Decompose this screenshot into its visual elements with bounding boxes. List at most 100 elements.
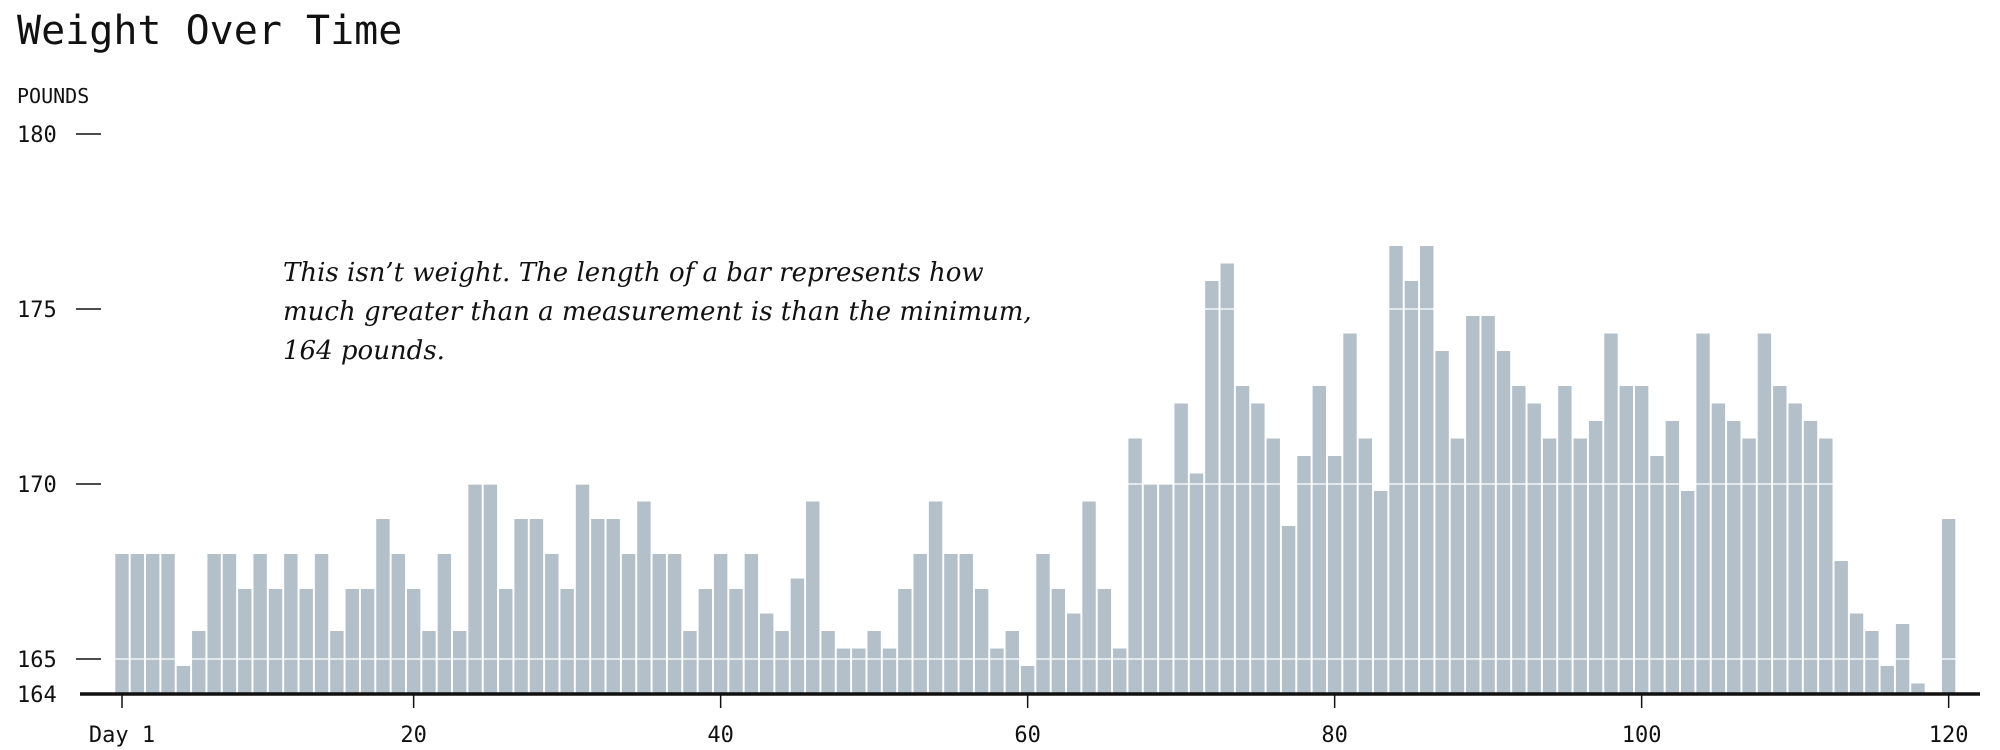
bar-day-110 [1788,403,1802,694]
bar-day-92 [1512,386,1526,694]
bar-day-20 [406,589,421,694]
bar-day-50 [867,631,881,694]
bar-day-78 [1297,456,1311,694]
bar-day-105 [1711,403,1726,694]
bar-day-51 [882,648,897,694]
bar-day-112 [1819,438,1833,694]
chart-annotation: This isn’t weight. The length of a bar r… [283,258,1040,366]
bar-day-111 [1803,421,1818,694]
bar-day-108 [1757,333,1772,694]
bar-day-2 [130,554,145,694]
bar-day-104 [1696,333,1710,694]
bar-day-71 [1189,473,1204,694]
bar-day-58 [990,648,1004,694]
bar-day-36 [652,554,666,694]
x-tick-label-40: 40 [707,723,734,748]
bar-day-95 [1558,386,1572,694]
bar-day-65 [1097,589,1112,694]
bar-day-91 [1496,351,1511,694]
bar-day-69 [1159,484,1173,694]
x-tick-label-80: 80 [1321,723,1348,748]
bar-day-102 [1665,421,1680,694]
bar-day-74 [1235,386,1250,694]
bar-day-100 [1634,386,1649,694]
y-tick-label-175: 175 [17,298,57,323]
bar-day-37 [667,554,682,694]
bar-day-15 [330,631,344,694]
bar-day-116 [1880,666,1894,694]
y-tick-label-164: 164 [17,683,57,708]
bar-day-114 [1849,613,1864,694]
bar-day-8 [222,554,237,694]
bar-day-84 [1389,246,1403,694]
bar-day-72 [1205,281,1219,694]
bar-day-83 [1374,491,1388,694]
bar-day-12 [284,554,298,694]
bar-day-46 [806,501,820,694]
bar-day-61 [1036,554,1050,694]
bar-day-10 [253,554,267,694]
bar-day-113 [1834,561,1848,694]
bar-day-118 [1911,683,1925,694]
bar-day-26 [499,589,513,694]
annotation-line-1: This isn’t weight. The length of a bar r… [283,258,984,288]
bar-day-94 [1542,438,1557,694]
bar-day-14 [314,554,329,694]
bar-day-41 [729,589,743,694]
bar-day-28 [529,519,544,694]
bar-day-88 [1450,438,1465,694]
bar-day-13 [299,589,313,694]
bar-day-56 [959,554,973,694]
y-axis: 180 175 170 165 164 [17,123,101,708]
bar-day-6 [192,631,206,694]
x-tick-label-120: 120 [1929,723,1969,748]
bar-day-29 [545,554,559,694]
bar-day-60 [1020,666,1035,694]
bar-day-73 [1220,263,1234,694]
bar-day-89 [1466,316,1480,694]
bar-day-3 [146,554,160,694]
bar-day-52 [898,589,912,694]
chart-title: Weight Over Time [17,8,402,54]
bar-day-93 [1527,403,1541,694]
bar-day-31 [575,484,590,694]
bar-day-101 [1650,456,1664,694]
bar-day-25 [483,484,498,694]
bar-day-47 [821,631,835,694]
bar-day-85 [1404,281,1419,694]
bar-day-32 [591,519,605,694]
y-axis-unit-label: POUNDS [17,84,89,108]
bar-day-66 [1113,648,1127,694]
bar-day-42 [744,554,759,694]
bar-day-115 [1865,631,1879,694]
bar-day-68 [1143,484,1158,694]
bar-day-67 [1128,438,1142,694]
x-tick-label-100: 100 [1622,723,1662,748]
bar-day-35 [637,501,651,694]
bar-day-54 [928,501,943,694]
gridlines [110,133,1980,660]
bar-day-4 [161,554,175,694]
bar-day-97 [1588,421,1603,694]
bar-day-86 [1420,246,1434,694]
bar-day-27 [514,519,528,694]
bar-day-45 [790,578,805,694]
bar-day-107 [1742,438,1756,694]
bar-day-106 [1727,421,1741,694]
bar-day-81 [1343,333,1357,694]
y-tick-label-170: 170 [17,473,57,498]
bar-day-18 [376,519,390,694]
bar-day-19 [391,554,405,694]
bar-day-77 [1281,526,1296,694]
bar-day-49 [852,648,866,694]
bar-day-120 [1941,519,1956,694]
bar-day-62 [1051,589,1066,694]
bar-day-57 [974,589,989,694]
bar-day-22 [437,554,452,694]
bar-day-7 [207,554,221,694]
bar-day-38 [683,631,697,694]
bar-day-63 [1067,613,1081,694]
bar-day-80 [1327,456,1342,694]
x-tick-label-1: Day 1 [89,723,155,748]
